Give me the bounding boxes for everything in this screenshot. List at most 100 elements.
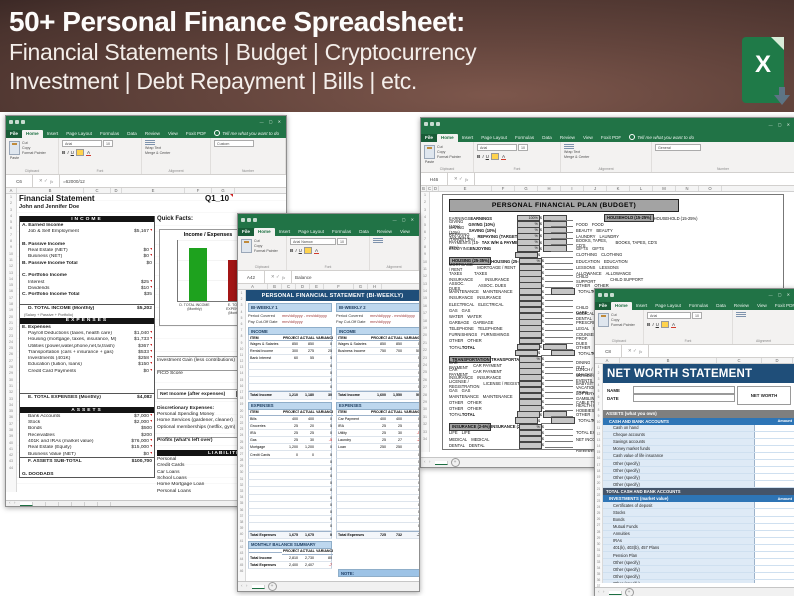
asset-row[interactable]: Other (specify) bbox=[603, 481, 794, 489]
font-size-box[interactable]: 10 bbox=[103, 140, 113, 147]
row-headers[interactable]: 1 2 3 4 5 6 7 8 9 10 11 12 13 14 15 16 17 18 19 20 21 22 23 24 2… bbox=[421, 192, 430, 452]
amount-cell[interactable] bbox=[551, 369, 573, 375]
asset-row[interactable]: Pension Plan bbox=[603, 552, 794, 560]
amount-cell[interactable] bbox=[551, 288, 575, 296]
formula-input[interactable] bbox=[649, 345, 794, 357]
row-headers[interactable]: 1 2 3 4 5 6 7 8 9 10 11 12 13 14 15 16 17 18 19 20 21 22 23 24 2… bbox=[595, 364, 603, 594]
tab-file[interactable]: File bbox=[421, 134, 437, 142]
bold-button[interactable]: B bbox=[647, 322, 651, 327]
paste-button[interactable] bbox=[598, 312, 609, 328]
wrap-text-button[interactable]: Wrap Text bbox=[145, 146, 162, 150]
cut-button[interactable]: Cut bbox=[437, 145, 443, 149]
window-controls[interactable]: — ▢ ✕ bbox=[768, 292, 792, 297]
font-name-box[interactable]: Arial bbox=[477, 144, 517, 151]
align-icons[interactable] bbox=[564, 144, 648, 149]
quick-access-toolbar[interactable] bbox=[241, 217, 257, 222]
amount-cell[interactable] bbox=[551, 412, 573, 418]
asset-row[interactable]: Other (specify) bbox=[603, 459, 794, 468]
tab-formulas[interactable]: Formulas bbox=[689, 303, 709, 308]
sheet-nav-arrows[interactable]: ‹ › bbox=[9, 501, 17, 506]
sheet-nav-arrows[interactable]: ‹ › bbox=[598, 590, 606, 595]
italic-button[interactable]: I bbox=[652, 322, 654, 327]
merge-center-button[interactable]: Merge & Center bbox=[564, 155, 590, 159]
window-controls[interactable]: — ▢ ✕ bbox=[768, 121, 792, 127]
amount-cell[interactable] bbox=[551, 301, 573, 307]
asset-row[interactable]: Cash value of life insurance bbox=[603, 452, 794, 460]
asset-row[interactable]: IRAs bbox=[603, 537, 794, 545]
fx-buttons[interactable]: ✕ ✓ fx bbox=[622, 345, 649, 357]
amount-cell[interactable] bbox=[543, 245, 567, 253]
add-sheet-button[interactable]: + bbox=[624, 588, 634, 596]
font-color-button[interactable]: A bbox=[313, 247, 320, 254]
tab-insert[interactable]: Insert bbox=[635, 303, 648, 308]
format-painter-button[interactable]: Format Painter bbox=[254, 249, 278, 253]
name-box[interactable]: C6 bbox=[6, 175, 33, 187]
amount-cell[interactable] bbox=[551, 387, 573, 393]
amount-cell[interactable] bbox=[551, 332, 573, 338]
sheet-tab[interactable] bbox=[72, 501, 85, 506]
amount-cell[interactable] bbox=[551, 271, 573, 277]
tab-foxit-pdf[interactable]: Foxit PDF bbox=[185, 131, 207, 136]
amount-cell[interactable] bbox=[551, 338, 573, 344]
sheet-tab[interactable] bbox=[251, 584, 265, 589]
amount-cell[interactable] bbox=[543, 214, 567, 222]
tell-me-box[interactable]: Tell me what you want to do bbox=[210, 130, 283, 138]
font-name-box[interactable]: Arial bbox=[62, 140, 102, 147]
amount-cell[interactable] bbox=[551, 326, 573, 332]
field-value[interactable]: mm/dd/yyyy - mm/dd/yyyy bbox=[282, 312, 327, 318]
field-value[interactable]: mm/dd/yyyy bbox=[370, 319, 391, 325]
merge-center-button[interactable]: Merge & Center bbox=[145, 151, 171, 155]
amount-cell[interactable] bbox=[551, 375, 573, 381]
fill-color-button[interactable] bbox=[303, 247, 312, 254]
amount-cell[interactable] bbox=[551, 264, 573, 270]
asset-row[interactable]: Cash on hand bbox=[603, 424, 794, 432]
font-size-box[interactable]: 10 bbox=[692, 312, 702, 319]
add-sheet-button[interactable]: + bbox=[450, 458, 460, 467]
tab-view[interactable]: View bbox=[756, 303, 767, 308]
tab-home[interactable]: Home bbox=[436, 134, 458, 142]
name-field[interactable] bbox=[633, 386, 735, 394]
tab-view[interactable]: View bbox=[582, 135, 593, 140]
amount-cell[interactable] bbox=[551, 349, 575, 357]
amount-cell[interactable] bbox=[551, 295, 573, 301]
asset-row[interactable]: Savings accounts bbox=[603, 438, 794, 446]
date-field[interactable] bbox=[633, 394, 735, 402]
asset-row[interactable]: Other (specify) bbox=[603, 474, 794, 482]
sheet-tab[interactable] bbox=[33, 501, 46, 506]
paste-button[interactable] bbox=[241, 238, 252, 254]
font-name-box[interactable]: Arial Narrow bbox=[290, 238, 336, 245]
amount-cell[interactable] bbox=[551, 442, 573, 449]
sheet-tab[interactable] bbox=[46, 501, 59, 506]
copy-button[interactable]: Copy bbox=[611, 318, 620, 322]
amount-cell[interactable] bbox=[551, 406, 573, 412]
amount-cell[interactable] bbox=[551, 436, 573, 442]
amount-cell[interactable] bbox=[551, 258, 573, 264]
italic-button[interactable]: I bbox=[482, 154, 484, 159]
tab-data[interactable]: Data bbox=[127, 131, 137, 136]
amount-cell[interactable] bbox=[543, 239, 567, 246]
tab-data[interactable]: Data bbox=[716, 303, 726, 308]
wrap-text-button[interactable]: Wrap Text bbox=[564, 150, 581, 154]
cut-button[interactable]: Cut bbox=[254, 239, 260, 243]
number-format-box[interactable]: General bbox=[655, 144, 701, 151]
align-icons[interactable] bbox=[736, 312, 791, 317]
window-controls[interactable]: — ▢ ✕ bbox=[259, 119, 283, 124]
tab-formulas[interactable]: Formulas bbox=[100, 131, 120, 136]
quick-access-toolbar[interactable] bbox=[424, 122, 440, 126]
amount-cell[interactable] bbox=[551, 277, 573, 283]
underline-button[interactable]: U bbox=[485, 154, 489, 159]
tab-file[interactable]: File bbox=[595, 302, 611, 310]
amount-cell[interactable] bbox=[551, 357, 573, 363]
sheet-nav-arrows[interactable]: ‹ › bbox=[424, 460, 432, 465]
underline-button[interactable]: U bbox=[70, 150, 74, 155]
sheet-tab[interactable] bbox=[19, 501, 33, 506]
tab-view[interactable]: View bbox=[167, 131, 178, 136]
sheet-nav-arrows[interactable]: ‹ › bbox=[241, 584, 249, 589]
amount-cell[interactable] bbox=[551, 314, 573, 320]
copy-button[interactable]: Copy bbox=[22, 146, 31, 150]
format-painter-button[interactable]: Format Painter bbox=[437, 155, 461, 159]
number-format-box[interactable]: Custom bbox=[214, 140, 254, 147]
tab-formulas[interactable]: Formulas bbox=[515, 135, 535, 140]
tab-file[interactable]: File bbox=[238, 228, 254, 236]
